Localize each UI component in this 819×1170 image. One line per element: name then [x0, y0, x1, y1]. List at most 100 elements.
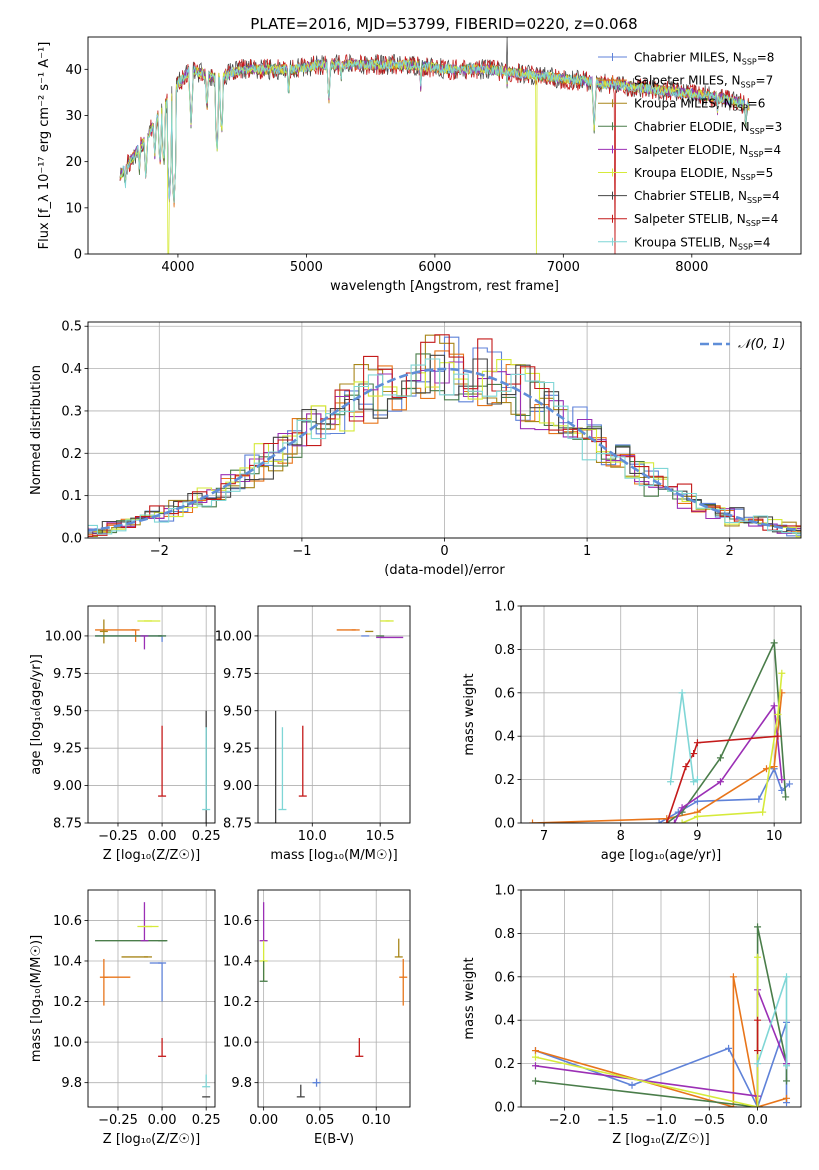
y-tick-label: 0.2 — [494, 1057, 515, 1072]
legend-label: Salpeter ELODIE, NSSP=4 — [634, 143, 781, 159]
y-tick-label: 9.00 — [53, 779, 82, 794]
weight-marker — [531, 1062, 539, 1070]
legend-label-subscript: SSP — [746, 219, 761, 228]
y-tick-label: 0.8 — [494, 927, 515, 942]
weight-marker — [529, 819, 537, 823]
y-tick-label: 1.0 — [494, 600, 515, 615]
mass_vs_EBV-grid — [258, 890, 410, 1107]
weight-marker — [531, 1053, 539, 1061]
x-tick-label: 6000 — [418, 260, 451, 275]
y-tick-label: 0.2 — [494, 773, 515, 788]
weight-marker — [770, 639, 778, 647]
residual-histogram — [88, 359, 801, 538]
legend-label: Salpeter STELIB, NSSP=4 — [634, 212, 778, 228]
legend-label: Chabrier ELODIE, NSSP=3 — [634, 120, 782, 136]
y-tick-label: 30 — [65, 109, 82, 124]
errorbar-point — [298, 725, 307, 797]
x-tick-label: 10.0 — [298, 829, 327, 844]
y-tick-label: 10.4 — [53, 954, 82, 969]
weight-line — [669, 692, 698, 784]
errorbar-point — [355, 1038, 364, 1057]
axes-frame — [257, 889, 411, 1108]
age_vs_mass-plot-area — [274, 620, 404, 823]
x-axis-label: E(B-V) — [314, 1132, 354, 1147]
x-axis-label: Z [log₁₀(Z/Z☉)] — [103, 848, 200, 863]
x-tick-label: −1 — [292, 544, 311, 559]
legend-label-subscript: SSP — [733, 104, 748, 113]
y-tick-label: 9.75 — [223, 667, 252, 682]
weight-marker — [725, 1044, 733, 1052]
weight-marker — [667, 778, 675, 786]
weight-series — [678, 669, 786, 823]
age_vs_mass-grid — [258, 606, 410, 824]
x-tick-label: 4000 — [161, 260, 194, 275]
legend-label-count: =6 — [748, 97, 766, 111]
x-tick-label: −2.0 — [549, 1113, 581, 1128]
x-tick-label: 0.10 — [362, 1113, 391, 1128]
y-tick-label: 10 — [65, 201, 82, 216]
y-tick-label: 0.0 — [494, 1101, 515, 1116]
legend-label-subscript: SSP — [741, 81, 756, 90]
y-tick-label: 0.5 — [61, 320, 82, 335]
errorbar-point — [99, 619, 108, 644]
weight-marker — [754, 1016, 762, 1024]
spectrum-ticks: 4000 5000 6000 7000 8000 0 10 20 30 40 — [65, 63, 708, 275]
y-tick-label: 10.6 — [53, 914, 82, 929]
x-axis-label: Z [log₁₀(Z/Z☉)] — [103, 1132, 200, 1147]
weight-marker — [759, 808, 767, 816]
y-axis-label: age [log₁₀(age/yr)] — [29, 654, 44, 775]
weight-marker — [682, 763, 690, 771]
weight_vs_Z-ticks: −2.0 −1.5 −1.0 −0.5 0.0 0.0 0.2 0.4 0.6 0.8 1.0 — [494, 884, 768, 1129]
weight-series — [663, 732, 782, 823]
weight-marker — [774, 711, 782, 718]
y-tick-label: 10.4 — [223, 954, 252, 969]
errorbar-point — [158, 725, 167, 797]
y-axis-label: mass [log₁₀(M/M☉)] — [29, 935, 44, 1062]
x-axis-label: (data-model)/error — [384, 563, 505, 578]
axes-frame — [520, 605, 802, 824]
axes-frame — [87, 321, 802, 539]
x-tick-label: −2 — [150, 544, 169, 559]
weight-line — [532, 692, 783, 823]
weight-marker — [693, 776, 701, 784]
weight-marker — [778, 776, 786, 784]
weight-marker — [693, 739, 701, 747]
weight_vs_Z-panel: −2.0 −1.5 −1.0 −0.5 0.0 0.0 0.2 0.4 0.6 0.8 1.0 Z [… — [462, 884, 802, 1147]
mass_vs_Z-ticks: −0.25 0.00 0.25 9.8 10.0 10.2 10.4 10.6 — [53, 914, 221, 1128]
mass_vs_EBV-panel: 0.00 0.05 0.10 9.8 10.0 10.2 10.4 10.6 E(B-V) — [223, 889, 411, 1147]
weight-marker — [754, 1103, 762, 1107]
legend-label-subscript: SSP — [742, 58, 757, 67]
y-tick-label: 9.25 — [53, 742, 82, 757]
weight-marker — [770, 763, 778, 771]
y-tick-label: 8.75 — [53, 817, 82, 832]
spectrum-line — [119, 58, 750, 203]
x-tick-label: 0.00 — [148, 829, 177, 844]
spectrum-line — [119, 58, 750, 200]
x-tick-label: −1.0 — [645, 1113, 677, 1128]
x-axis-label: age [log₁₀(age/yr)] — [601, 848, 722, 863]
mass_vs_Z-panel: −0.25 0.00 0.25 9.8 10.0 10.2 10.4 10.6 Z [log₁₀… — [29, 889, 221, 1147]
weight-marker — [678, 819, 686, 823]
y-tick-label: 10.2 — [223, 995, 252, 1010]
residuals-panel: −2 −1 0 1 2 0.0 0.1 0.2 0.3 0.4 0.5 (data-model)/er… — [29, 320, 802, 578]
errorbar-point — [394, 938, 403, 958]
y-tick-label: 0.0 — [494, 817, 515, 832]
errorbar-point — [149, 962, 167, 1002]
y-tick-label: 40 — [65, 63, 82, 78]
weight-marker — [778, 786, 786, 794]
weight-marker — [716, 778, 724, 786]
residuals-ticks: −2 −1 0 1 2 0.0 0.1 0.2 0.3 0.4 0.5 — [61, 320, 734, 559]
legend-label-count: =3 — [765, 120, 783, 134]
y-axis-label: Flux [f_λ 10⁻¹⁷ erg cm⁻² s⁻¹ A⁻¹] — [37, 42, 52, 250]
age_vs_Z-ticks: −0.25 0.00 0.25 8.75 9.00 9.25 9.50 9.75 10.00 — [45, 629, 221, 844]
y-tick-label: 0.6 — [494, 686, 515, 701]
axes-frame — [520, 889, 802, 1108]
y-tick-label: 9.25 — [223, 742, 252, 757]
x-tick-label: 5000 — [290, 260, 323, 275]
y-tick-label: 9.50 — [53, 704, 82, 719]
x-axis-label: mass [log₁₀(M/M☉)] — [270, 848, 397, 863]
age_vs_Z-grid — [88, 606, 215, 824]
errorbar-point — [278, 727, 287, 811]
weight-marker — [690, 778, 698, 786]
age_vs_mass-ticks: 10.0 10.5 8.75 9.00 9.25 9.50 9.75 10.00 — [215, 629, 395, 844]
